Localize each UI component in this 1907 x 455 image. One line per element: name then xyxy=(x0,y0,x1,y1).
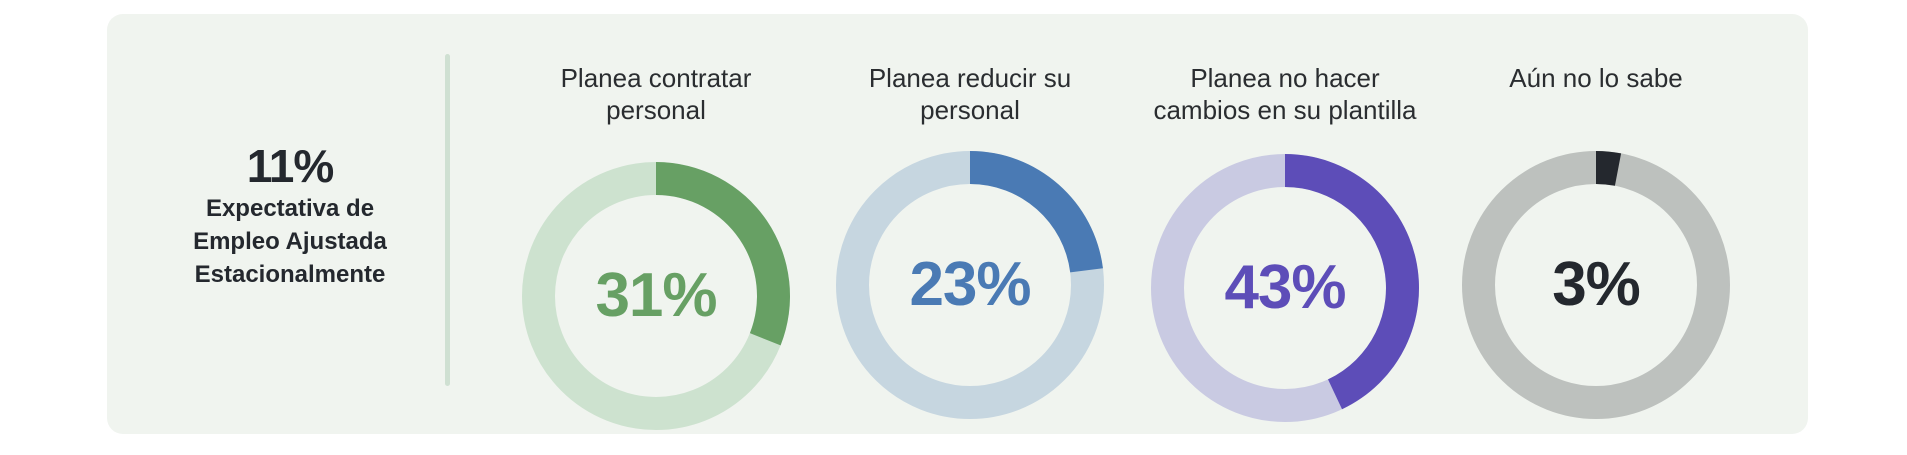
donut-title: Planea contratar personal xyxy=(496,62,816,126)
donut-title: Aún no lo sabe xyxy=(1436,62,1756,94)
donut-title-line: Aún no lo sabe xyxy=(1509,63,1683,93)
donut-value-arc xyxy=(970,151,1103,273)
donut-chart xyxy=(522,162,790,430)
donut-title-line: Planea no hacer xyxy=(1190,63,1380,93)
net-employment-outlook-summary: 11% Expectativa de Empleo Ajustada Estac… xyxy=(150,140,430,291)
donut-title-line: personal xyxy=(606,95,706,125)
summary-label-line: Estacionalmente xyxy=(194,261,386,288)
donut-unknown: Aún no lo sabe 3% xyxy=(1436,0,1756,455)
donut-value: 31% xyxy=(595,261,717,330)
donut-value-arc xyxy=(1596,151,1622,186)
donut-title: Planea no hacer cambios en su plantilla xyxy=(1125,62,1445,126)
donut-chart xyxy=(1462,151,1730,419)
donut-reduce: Planea reducir su personal 23% xyxy=(810,0,1130,455)
donut-hire: Planea contratar personal 31% xyxy=(496,0,816,455)
summary-label-line: Expectativa de xyxy=(205,195,375,222)
section-divider xyxy=(445,54,450,386)
donut-no-change: Planea no hacer cambios en su plantilla … xyxy=(1125,0,1445,455)
donut-chart xyxy=(1151,154,1419,422)
net-employment-outlook-value: 11% xyxy=(246,140,335,192)
donut-title-line: personal xyxy=(920,95,1020,125)
donut-value: 43% xyxy=(1224,253,1346,322)
donut-title-line: cambios en su plantilla xyxy=(1153,95,1417,125)
summary-label-line: Empleo Ajustada xyxy=(193,228,387,255)
donut-value-arc xyxy=(1285,154,1419,410)
donut-value: 23% xyxy=(909,250,1031,319)
net-employment-outlook-label: Expectativa de Empleo Ajustada Estaciona… xyxy=(150,192,430,291)
donut-value-arc xyxy=(656,162,790,346)
donut-value: 3% xyxy=(1552,250,1641,319)
donut-title-line: Planea contratar xyxy=(560,63,752,93)
donut-title: Planea reducir su personal xyxy=(810,62,1130,126)
donut-title-line: Planea reducir su xyxy=(868,63,1072,93)
donut-chart xyxy=(836,151,1104,419)
